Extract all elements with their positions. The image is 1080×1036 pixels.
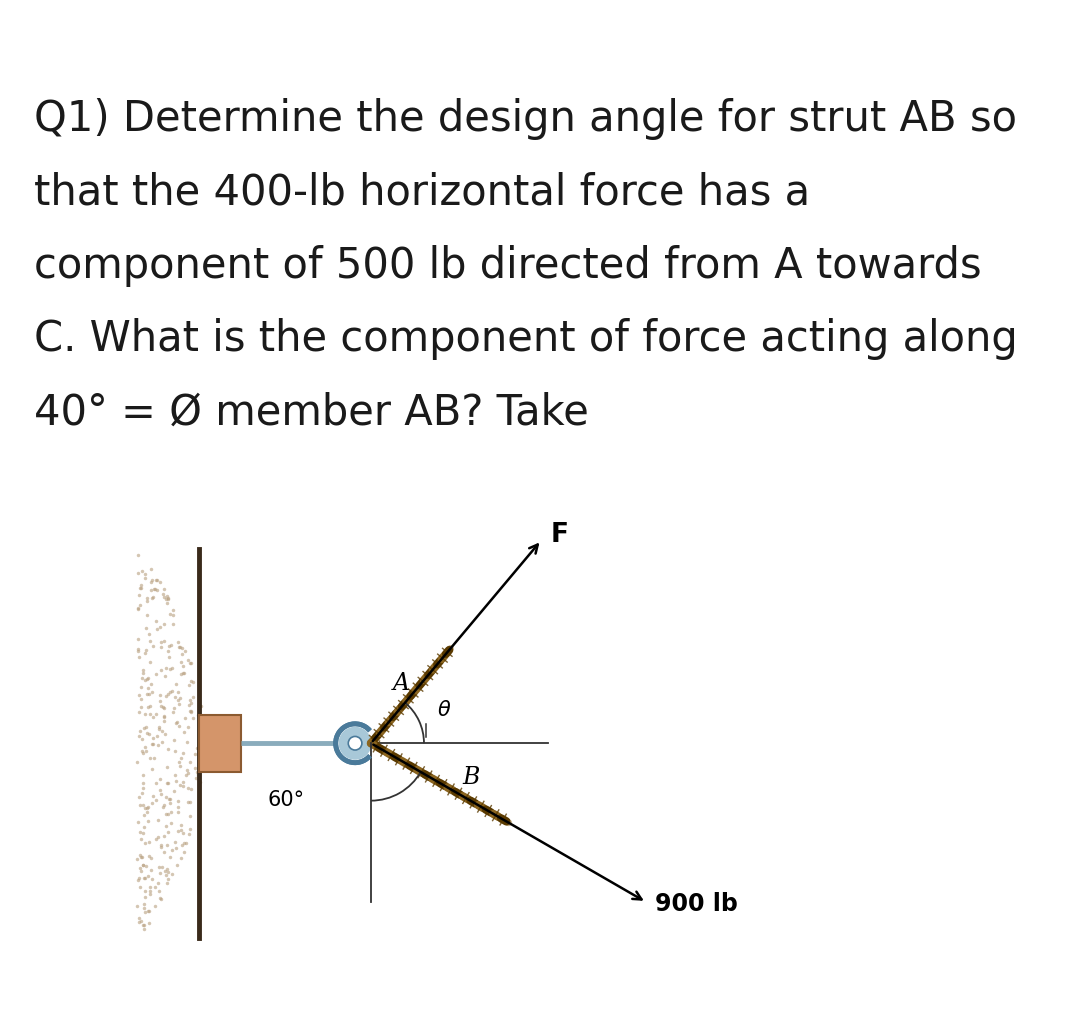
Text: Q1) Determine the design angle for strut AB so: Q1) Determine the design angle for strut…: [33, 98, 1016, 141]
Text: B: B: [462, 766, 480, 788]
Bar: [199, 715, 241, 772]
Circle shape: [338, 726, 372, 759]
Text: that the 400-lb horizontal force has a: that the 400-lb horizontal force has a: [33, 172, 810, 213]
Text: C. What is the component of force acting along: C. What is the component of force acting…: [33, 318, 1017, 361]
Circle shape: [348, 737, 362, 750]
Text: 60°: 60°: [268, 789, 305, 809]
Text: 900 lb: 900 lb: [656, 892, 738, 916]
Text: $\theta$: $\theta$: [436, 700, 451, 720]
Text: component of 500 lb directed from A towards: component of 500 lb directed from A towa…: [33, 246, 982, 287]
Text: 40° = Ø member AB? Take: 40° = Ø member AB? Take: [33, 392, 589, 434]
Text: A: A: [393, 671, 410, 694]
Text: F: F: [550, 522, 568, 548]
